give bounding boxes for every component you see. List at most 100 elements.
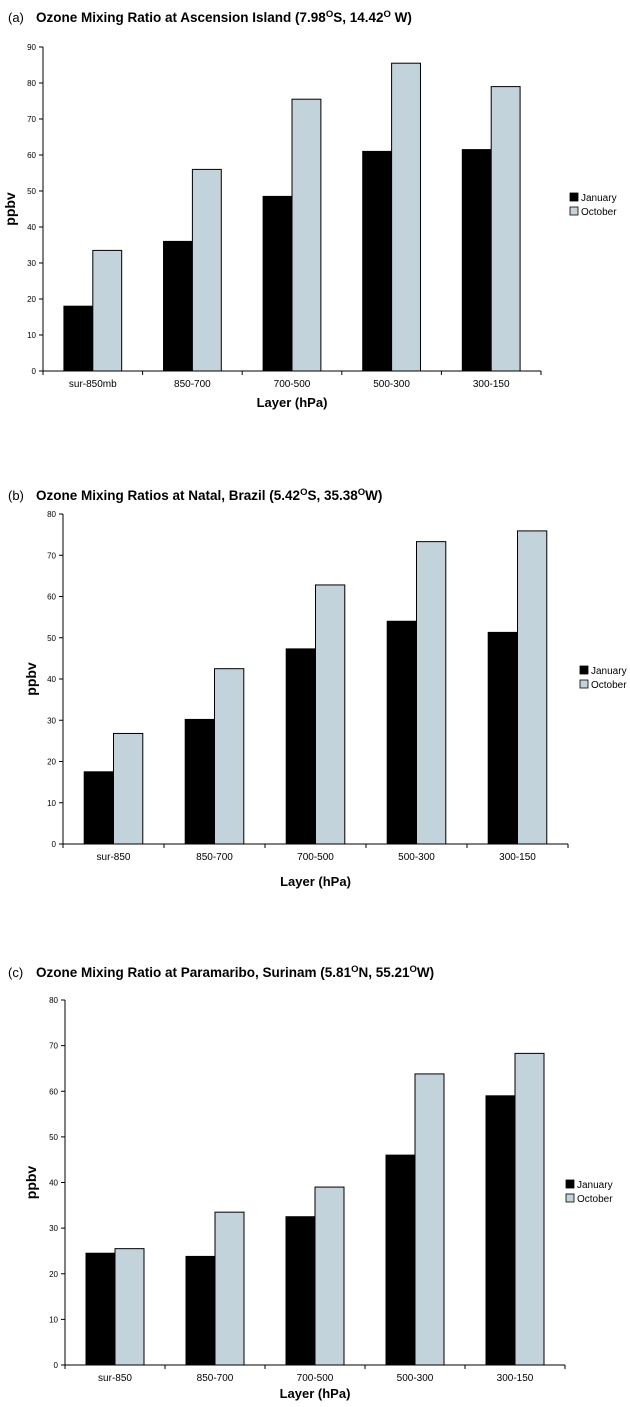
y-tick-label: 0 bbox=[54, 1361, 59, 1370]
x-category-label: 300-150 bbox=[473, 379, 510, 390]
y-tick-label: 20 bbox=[49, 1270, 58, 1279]
bar-january bbox=[487, 631, 518, 845]
bar-october bbox=[114, 1248, 145, 1366]
x-category-label: 850-700 bbox=[197, 1373, 234, 1384]
y-tick-label: 50 bbox=[47, 634, 56, 643]
x-category-label: 850-700 bbox=[174, 379, 211, 390]
y-tick-label: 10 bbox=[47, 799, 56, 808]
y-tick-label: 80 bbox=[47, 510, 56, 519]
bar-january bbox=[485, 1095, 516, 1366]
x-axis-title: Layer (hPa) bbox=[280, 874, 351, 889]
bar-january bbox=[262, 195, 293, 372]
chart-title: Ozone Mixing Ratio at Paramaribo, Surina… bbox=[36, 964, 434, 981]
panel-letter: (a) bbox=[8, 10, 24, 25]
y-tick-label: 60 bbox=[49, 1087, 58, 1096]
chart-title: Ozone Mixing Ratios at Natal, Brazil (5.… bbox=[36, 487, 382, 504]
y-tick-label: 20 bbox=[47, 758, 56, 767]
chart-panel-b: (b) Ozone Mixing Ratios at Natal, Brazil … bbox=[0, 470, 630, 890]
y-tick-label: 50 bbox=[27, 187, 36, 196]
panel-letter: (b) bbox=[8, 488, 24, 503]
y-tick-label: 40 bbox=[47, 675, 56, 684]
y-tick-label: 60 bbox=[27, 151, 36, 160]
chart-b-svg: (b) Ozone Mixing Ratios at Natal, Brazil … bbox=[8, 487, 627, 890]
x-category-label: 700-500 bbox=[297, 1373, 334, 1384]
y-axis-title: ppbv bbox=[23, 662, 39, 696]
y-tick-label: 60 bbox=[47, 593, 56, 602]
legend-swatch bbox=[579, 679, 589, 689]
y-tick-label: 10 bbox=[49, 1315, 58, 1324]
y-tick-label: 30 bbox=[49, 1224, 58, 1233]
bar-october bbox=[214, 668, 245, 845]
y-tick-label: 40 bbox=[27, 223, 36, 232]
y-tick-label: 90 bbox=[27, 43, 36, 52]
legend-label: October bbox=[581, 207, 617, 218]
x-category-label: 300-150 bbox=[499, 852, 536, 863]
bar-october bbox=[490, 86, 521, 372]
bar-january bbox=[83, 771, 114, 845]
x-category-label: 500-300 bbox=[373, 379, 410, 390]
legend-swatch bbox=[569, 192, 579, 202]
bar-october bbox=[391, 62, 421, 372]
bar-october bbox=[314, 1186, 345, 1366]
chart-c-svg: (c) Ozone Mixing Ratio at Paramaribo, Sur… bbox=[8, 964, 613, 1402]
x-category-label: sur-850 bbox=[98, 1373, 132, 1384]
bar-january bbox=[85, 1252, 116, 1366]
bar-january bbox=[362, 150, 393, 372]
bar-january bbox=[285, 648, 316, 845]
chart-panel-c: (c) Ozone Mixing Ratio at Paramaribo, Sur… bbox=[0, 950, 630, 1407]
x-category-label: 700-500 bbox=[297, 852, 334, 863]
bar-october bbox=[92, 249, 123, 372]
x-category-label: 500-300 bbox=[398, 852, 435, 863]
x-axis-title: Layer (hPa) bbox=[280, 1386, 351, 1401]
legend-label: January bbox=[581, 193, 617, 204]
x-category-label: sur-850mb bbox=[69, 379, 117, 390]
bar-october bbox=[291, 98, 322, 372]
y-axis-title: ppbv bbox=[2, 192, 18, 226]
y-tick-label: 30 bbox=[47, 716, 56, 725]
chart-panel-a: (a) Ozone Mixing Ratio at Ascension Islan… bbox=[0, 0, 630, 430]
bar-october bbox=[315, 584, 346, 845]
bar-october bbox=[416, 541, 447, 845]
x-category-label: 500-300 bbox=[397, 1373, 434, 1384]
bar-october bbox=[514, 1052, 545, 1366]
y-tick-label: 0 bbox=[52, 840, 57, 849]
bar-october bbox=[214, 1211, 245, 1366]
x-category-label: 850-700 bbox=[196, 852, 233, 863]
x-category-label: 300-150 bbox=[497, 1373, 534, 1384]
chart-title: Ozone Mixing Ratio at Ascension Island (… bbox=[36, 9, 412, 26]
legend-label: October bbox=[577, 1194, 613, 1205]
bar-january bbox=[163, 240, 193, 372]
bar-january bbox=[285, 1216, 316, 1366]
y-tick-label: 20 bbox=[27, 295, 36, 304]
bar-january bbox=[386, 620, 417, 845]
y-tick-label: 80 bbox=[49, 996, 58, 1005]
legend-label: January bbox=[577, 1180, 613, 1191]
bar-october bbox=[191, 168, 222, 372]
bar-january bbox=[184, 718, 216, 845]
legend-swatch bbox=[565, 1193, 575, 1203]
x-category-label: 700-500 bbox=[274, 379, 311, 390]
bar-january bbox=[461, 149, 492, 372]
legend-label: January bbox=[591, 666, 627, 677]
x-axis-title: Layer (hPa) bbox=[257, 395, 328, 410]
y-tick-label: 80 bbox=[27, 79, 36, 88]
chart-a-svg: (a) Ozone Mixing Ratio at Ascension Islan… bbox=[2, 9, 617, 411]
y-tick-label: 70 bbox=[47, 551, 56, 560]
y-tick-label: 30 bbox=[27, 259, 36, 268]
y-tick-label: 70 bbox=[27, 115, 36, 124]
x-category-label: sur-850 bbox=[97, 852, 131, 863]
legend-swatch bbox=[565, 1179, 575, 1189]
y-tick-label: 10 bbox=[27, 331, 36, 340]
y-tick-label: 70 bbox=[49, 1042, 58, 1051]
bar-october bbox=[414, 1073, 445, 1366]
legend-label: October bbox=[591, 680, 627, 691]
legend-swatch bbox=[579, 665, 589, 675]
bar-october bbox=[517, 530, 548, 845]
bar-january bbox=[185, 1255, 216, 1366]
bar-january bbox=[63, 305, 94, 372]
bar-october bbox=[113, 732, 144, 845]
y-tick-label: 50 bbox=[49, 1133, 58, 1142]
legend-swatch bbox=[569, 206, 579, 216]
panel-letter: (c) bbox=[8, 965, 23, 980]
bar-january bbox=[385, 1154, 416, 1366]
